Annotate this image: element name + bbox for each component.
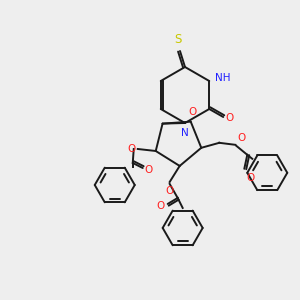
Text: O: O: [128, 144, 136, 154]
Text: N: N: [181, 128, 189, 138]
Text: NH: NH: [215, 73, 231, 83]
Text: O: O: [156, 201, 165, 211]
Text: O: O: [145, 165, 153, 175]
Text: O: O: [246, 173, 254, 183]
Text: S: S: [174, 33, 182, 46]
Text: O: O: [166, 186, 174, 196]
Text: O: O: [189, 106, 197, 117]
Text: O: O: [225, 113, 233, 123]
Text: O: O: [237, 133, 245, 143]
